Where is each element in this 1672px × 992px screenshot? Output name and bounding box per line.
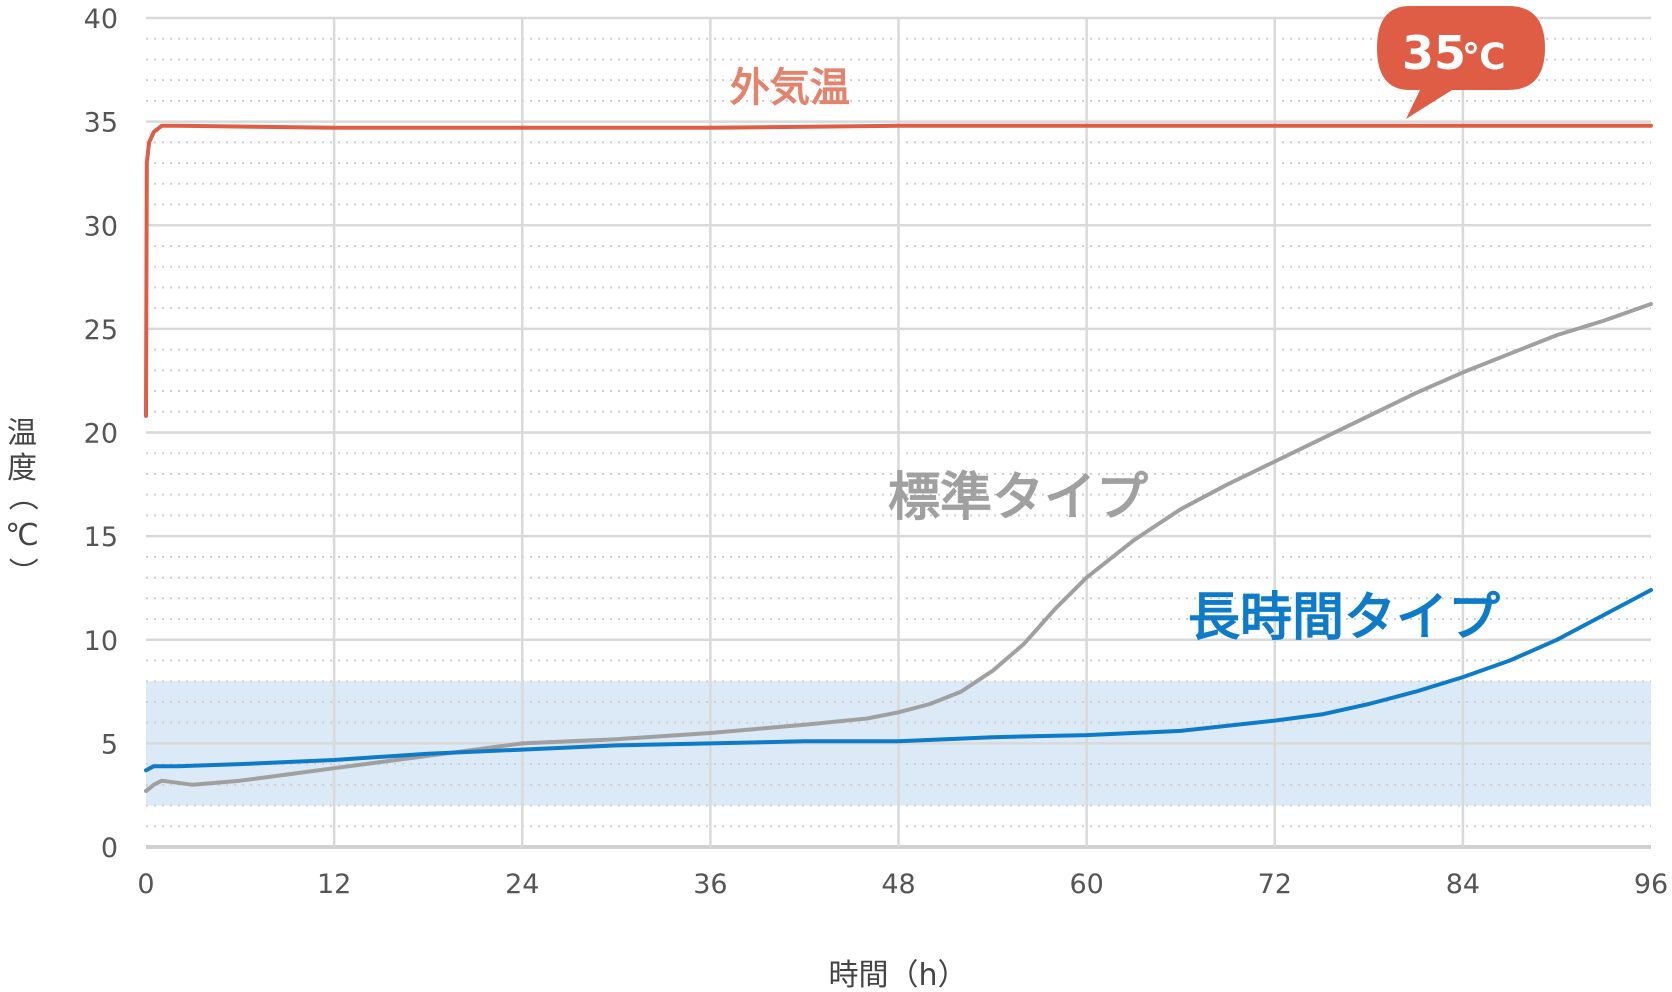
x-tick-label: 60 (1069, 869, 1103, 900)
y-tick-label: 30 (84, 211, 118, 242)
x-axis-ticks: 0 12 24 36 48 60 72 84 96 (137, 869, 1668, 900)
series-lines (144, 123, 1653, 793)
series-line (144, 302, 1653, 793)
y-tick-label: 25 (84, 315, 118, 346)
x-tick-label: 0 (137, 869, 154, 900)
x-axis-title: 時間（h） (828, 958, 967, 992)
y-tick-label: 20 (84, 419, 118, 450)
temp-35-bubble: 35 ℃ (1377, 6, 1545, 119)
series-line (144, 123, 1653, 418)
y-title-char: 温 (7, 416, 37, 451)
x-tick-label: 84 (1446, 869, 1480, 900)
y-title-char: 度 (7, 451, 37, 486)
standard-type-label: 標準タイプ (888, 468, 1148, 528)
x-tick-label: 12 (317, 869, 351, 900)
y-tick-label: 15 (84, 522, 118, 553)
y-title-char: ℃ (5, 518, 39, 553)
y-tick-label: 5 (101, 729, 118, 760)
x-tick-label: 36 (693, 869, 727, 900)
y-axis-ticks: 0 5 10 15 20 25 30 35 40 (84, 4, 118, 864)
y-tick-label: 40 (84, 4, 118, 35)
y-tick-label: 35 (84, 108, 118, 139)
y-tick-label: 0 (101, 833, 118, 864)
vertical-grid (332, 18, 1465, 847)
y-title-char: （ (4, 481, 39, 511)
bubble-value: 35 (1402, 26, 1466, 80)
x-tick-label: 72 (1258, 869, 1292, 900)
series-line (144, 588, 1653, 773)
outside-temp-label: 外気温 (730, 65, 850, 111)
y-title-char: ） (4, 557, 39, 587)
y-tick-label: 10 (84, 626, 118, 657)
x-tick-label: 24 (505, 869, 539, 900)
long-type-label: 長時間タイプ (1188, 588, 1500, 648)
x-tick-label: 96 (1634, 869, 1668, 900)
y-axis-title: 温 度 （ ℃ ） (4, 416, 39, 587)
bubble-unit: ℃ (1462, 37, 1506, 78)
x-tick-label: 48 (881, 869, 915, 900)
